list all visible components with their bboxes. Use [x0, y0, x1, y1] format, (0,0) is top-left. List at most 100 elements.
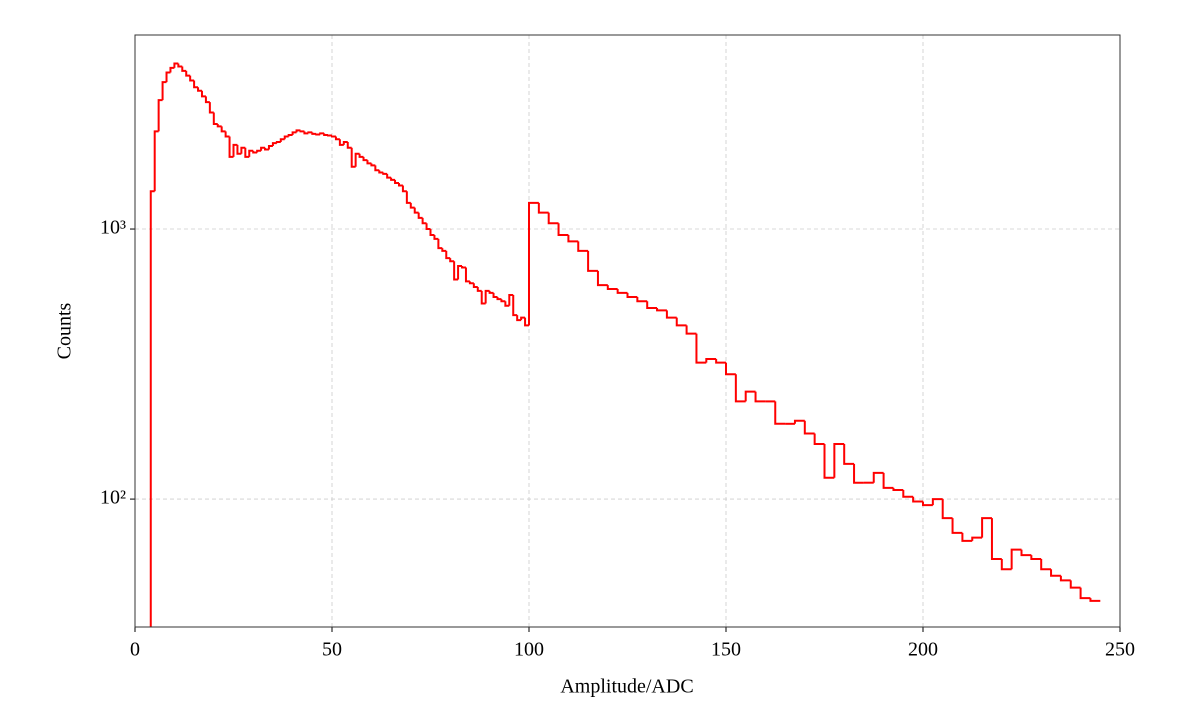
histogram-bin [279, 138, 285, 143]
histogram-bin [429, 229, 435, 237]
histogram-bin [366, 160, 372, 165]
histogram-bin [425, 223, 431, 231]
histogram-bin [675, 317, 687, 327]
histogram-bin [283, 135, 289, 140]
histogram-bin [981, 517, 992, 538]
histogram-bin [433, 235, 439, 240]
histogram-bin [386, 173, 392, 179]
histogram-bin [567, 235, 579, 243]
histogram-bin [350, 147, 356, 168]
histogram-bin [374, 165, 380, 172]
histogram-bin [291, 131, 297, 135]
histogram-bin [912, 496, 923, 503]
histogram-bin [931, 498, 943, 506]
histogram-bin [484, 289, 490, 304]
histogram-bin [204, 96, 210, 104]
histogram-bin [961, 532, 973, 542]
histogram-bin [260, 146, 266, 151]
histogram-bin [1000, 558, 1012, 571]
histogram-bin [157, 99, 163, 132]
histogram-bin [951, 518, 963, 534]
histogram-bin [409, 202, 415, 209]
histogram-bin [169, 66, 175, 73]
histogram-bin [774, 401, 786, 425]
x-tick-label: 250 [1105, 639, 1135, 661]
histogram-bin [941, 499, 953, 520]
histogram-bin [528, 201, 539, 326]
histogram-bin [354, 152, 360, 167]
histogram-bin [417, 212, 423, 219]
histogram-bin [882, 472, 894, 489]
histogram-bin [734, 374, 746, 403]
histogram-bin [197, 87, 202, 92]
histogram-bin [382, 172, 388, 175]
histogram-bin [833, 442, 845, 478]
x-tick-label: 150 [711, 639, 741, 661]
histogram-bin [646, 301, 658, 310]
histogram-bin [334, 136, 340, 141]
histogram-bin [287, 133, 293, 137]
histogram-bin [853, 463, 864, 484]
histogram-bin [338, 139, 344, 146]
histogram-bin [405, 191, 411, 204]
histogram-bin [358, 153, 364, 158]
histogram-bin [216, 123, 222, 128]
histogram-bin [557, 223, 569, 237]
histogram-bin [307, 131, 313, 134]
histogram-bin [813, 433, 825, 445]
histogram-bin [232, 143, 238, 157]
histogram-bin [303, 131, 309, 135]
histogram-bin [397, 183, 403, 187]
histogram-bin [1059, 575, 1071, 582]
histogram-bin [346, 142, 352, 149]
histogram-bin [267, 144, 273, 150]
histogram-bin [1020, 549, 1032, 557]
x-axis-label: Amplitude/ADC [560, 676, 693, 698]
histogram-bin [902, 490, 914, 498]
histogram-bin [1030, 555, 1042, 560]
histogram-bin [323, 133, 329, 136]
histogram-bin [236, 144, 242, 155]
histogram-bin [537, 202, 549, 214]
histogram-bin [295, 129, 301, 133]
histogram-bin [596, 270, 608, 287]
histogram-bin [189, 75, 195, 82]
histogram-bin [275, 141, 281, 144]
histogram-bin [520, 316, 526, 321]
histogram-bin [496, 297, 502, 301]
histogram-bin [705, 358, 717, 363]
histogram-bin [200, 90, 206, 98]
histogram-bin [161, 81, 167, 101]
histogram-bin [252, 150, 258, 154]
histogram-bin [1089, 598, 1101, 602]
histogram-bin [715, 359, 726, 364]
histogram-bin [990, 518, 1002, 560]
histogram-bin [512, 294, 518, 317]
histogram-bin [319, 132, 325, 135]
histogram-bin [421, 217, 427, 225]
histogram-bin [587, 250, 598, 272]
histogram-bin [656, 308, 667, 312]
histogram-bin [504, 301, 510, 307]
y-axis-label: Counts [54, 302, 76, 359]
histogram-bin [468, 281, 474, 285]
histogram-bin [665, 310, 677, 319]
histogram-bin [370, 163, 376, 167]
histogram-bin [220, 126, 226, 133]
histogram-bin [394, 179, 399, 185]
histogram-bin [892, 487, 904, 492]
x-tick-label: 200 [908, 639, 938, 661]
histogram-bin [922, 501, 933, 507]
histogram-bin [244, 147, 250, 158]
histogram-bin [1050, 569, 1061, 577]
histogram-bin [271, 142, 277, 146]
histogram-bin [1040, 558, 1052, 571]
histogram-bin [516, 315, 522, 322]
histogram-bin [725, 362, 736, 376]
histogram-bin [228, 136, 234, 158]
histogram-bin [153, 130, 159, 192]
histogram-bin [971, 536, 983, 541]
histogram-bin [457, 264, 463, 280]
histogram-bin [1069, 580, 1081, 589]
histogram-bin [461, 265, 466, 269]
